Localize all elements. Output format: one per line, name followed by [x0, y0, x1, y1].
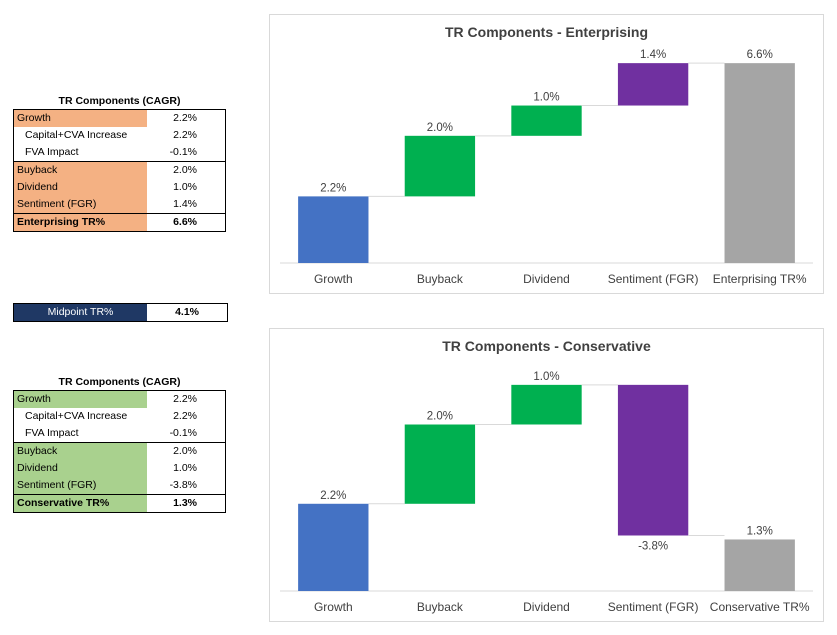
table-row-buyback: Buyback 2.0%: [14, 442, 225, 460]
category-label: Sentiment (FGR): [608, 600, 699, 614]
category-label: Buyback: [417, 600, 464, 614]
row-value: 1.4%: [173, 198, 197, 210]
enterprising-components-table: TR Components (CAGR) Growth 2.2% Capital…: [13, 94, 226, 232]
row-value: -0.1%: [169, 146, 197, 158]
bar-buyback: [404, 424, 476, 504]
row-value: 1.3%: [173, 497, 197, 509]
table-row-fva-impact: FVA Impact -0.1%: [14, 425, 225, 442]
category-label: Enterprising TR%: [713, 272, 807, 286]
bar-enterprising-tr: [724, 63, 795, 264]
data-label: 1.3%: [747, 525, 773, 537]
table-row-growth: Growth 2.2%: [14, 391, 225, 408]
midpoint-tr-row: Midpoint TR% 4.1%: [13, 303, 228, 322]
table-row-buyback: Buyback 2.0%: [14, 161, 225, 179]
data-label: -3.8%: [638, 541, 668, 553]
row-label: Dividend: [14, 460, 147, 477]
table-row-dividend: Dividend 1.0%: [14, 179, 225, 196]
category-label: Dividend: [523, 272, 570, 286]
category-label: Conservative TR%: [710, 600, 810, 614]
chart-title: TR Components - Conservative: [442, 338, 651, 354]
table-row-fva-impact: FVA Impact -0.1%: [14, 144, 225, 161]
data-label: 2.2%: [320, 490, 346, 502]
bar-sentiment-fgr: [617, 63, 689, 106]
row-value: 2.2%: [173, 112, 197, 124]
row-value: 2.0%: [173, 164, 197, 176]
bar-conservative-tr: [724, 539, 795, 591]
conservative-components-table: TR Components (CAGR) Growth 2.2% Capital…: [13, 375, 226, 513]
table-row-total: Conservative TR% 1.3%: [14, 494, 225, 512]
row-value: 2.2%: [173, 129, 197, 141]
row-value: 1.0%: [173, 181, 197, 193]
data-label: 1.0%: [533, 92, 559, 104]
category-label: Dividend: [523, 600, 570, 614]
row-label: Dividend: [14, 179, 147, 196]
category-label: Growth: [314, 272, 353, 286]
bar-growth: [298, 196, 369, 263]
row-label: Growth: [14, 110, 147, 127]
table-grid: Growth 2.2% Capital+CVA Increase 2.2% FV…: [13, 109, 226, 232]
enterprising-chart-svg: TR Components - Enterprising 2.2% Growth 2…: [280, 24, 813, 286]
table-row-dividend: Dividend 1.0%: [14, 460, 225, 477]
table-row-growth: Growth 2.2%: [14, 110, 225, 127]
table-title: TR Components (CAGR): [58, 95, 181, 107]
row-value: -3.8%: [169, 479, 197, 491]
row-label: Sentiment (FGR): [14, 477, 147, 494]
category-label: Growth: [314, 600, 353, 614]
row-label: Buyback: [14, 162, 147, 179]
bar-growth: [298, 503, 369, 591]
enterprising-waterfall-chart: TR Components - Enterprising 2.2% Growth 2…: [269, 14, 824, 294]
table-row-capital-cva: Capital+CVA Increase 2.2%: [14, 408, 225, 425]
row-value: 2.2%: [173, 393, 197, 405]
midpoint-label: Midpoint TR%: [14, 304, 147, 321]
row-label: Sentiment (FGR): [14, 196, 147, 213]
category-label: Buyback: [417, 272, 464, 286]
table-row-capital-cva: Capital+CVA Increase 2.2%: [14, 127, 225, 144]
category-label: Sentiment (FGR): [608, 272, 699, 286]
row-label: Conservative TR%: [14, 495, 147, 512]
row-label: Capital+CVA Increase: [25, 129, 128, 141]
row-value: 2.2%: [173, 410, 197, 422]
data-label: 2.0%: [427, 411, 453, 423]
data-label: 6.6%: [747, 49, 773, 61]
row-label: Buyback: [14, 443, 147, 460]
row-value: 1.0%: [173, 462, 197, 474]
data-label: 1.0%: [533, 371, 559, 383]
row-label: FVA Impact: [25, 427, 79, 439]
midpoint-value: 4.1%: [175, 306, 199, 318]
data-label: 2.2%: [320, 182, 346, 194]
row-value: 2.0%: [173, 445, 197, 457]
table-grid: Growth 2.2% Capital+CVA Increase 2.2% FV…: [13, 390, 226, 513]
table-row-sentiment: Sentiment (FGR) 1.4%: [14, 196, 225, 213]
conservative-waterfall-chart: TR Components - Conservative 2.2% Growth 2…: [269, 328, 824, 622]
data-label: 1.4%: [640, 49, 666, 61]
bar-dividend: [511, 384, 582, 425]
table-row-total: Enterprising TR% 6.6%: [14, 213, 225, 231]
bar-sentiment-fgr: [617, 384, 689, 536]
row-label: FVA Impact: [25, 146, 79, 158]
data-label: 2.0%: [427, 122, 453, 134]
chart-title: TR Components - Enterprising: [445, 24, 648, 40]
bar-buyback: [404, 135, 476, 197]
row-label: Capital+CVA Increase: [25, 410, 128, 422]
bar-dividend: [511, 105, 582, 136]
row-value: -0.1%: [169, 427, 197, 439]
row-label: Enterprising TR%: [14, 214, 147, 231]
conservative-chart-svg: TR Components - Conservative 2.2% Growth 2…: [280, 338, 813, 614]
table-row-sentiment: Sentiment (FGR) -3.8%: [14, 477, 225, 494]
table-title: TR Components (CAGR): [58, 376, 181, 388]
row-label: Growth: [14, 391, 147, 408]
row-value: 6.6%: [173, 216, 197, 228]
